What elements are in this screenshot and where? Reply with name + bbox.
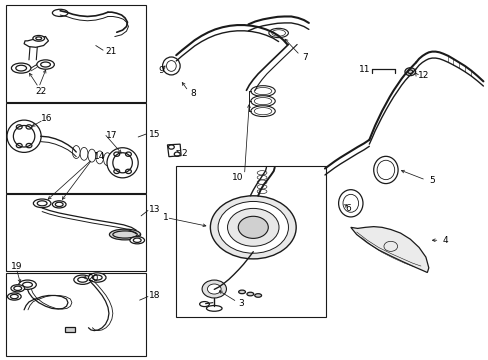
Polygon shape	[24, 37, 48, 47]
Circle shape	[202, 280, 226, 298]
Ellipse shape	[72, 145, 80, 158]
Text: 15: 15	[149, 130, 161, 139]
Ellipse shape	[11, 63, 31, 73]
Ellipse shape	[103, 153, 111, 166]
Text: 19: 19	[11, 262, 23, 271]
Ellipse shape	[162, 57, 180, 75]
Bar	[176, 166, 326, 317]
Ellipse shape	[109, 229, 141, 240]
Ellipse shape	[33, 199, 51, 208]
Ellipse shape	[96, 151, 103, 164]
Text: 13: 13	[149, 205, 161, 214]
Ellipse shape	[52, 201, 66, 208]
Circle shape	[407, 70, 412, 73]
Ellipse shape	[373, 156, 397, 184]
Ellipse shape	[257, 189, 266, 194]
Ellipse shape	[133, 238, 141, 242]
Ellipse shape	[7, 293, 21, 300]
Circle shape	[218, 202, 288, 253]
Ellipse shape	[257, 171, 266, 175]
Ellipse shape	[88, 273, 106, 282]
Ellipse shape	[74, 275, 91, 284]
Ellipse shape	[342, 194, 358, 212]
Ellipse shape	[37, 201, 47, 206]
Ellipse shape	[52, 9, 68, 17]
Ellipse shape	[111, 154, 119, 167]
Ellipse shape	[92, 275, 102, 280]
Ellipse shape	[36, 37, 41, 40]
Ellipse shape	[254, 294, 261, 297]
Ellipse shape	[206, 306, 222, 311]
Ellipse shape	[250, 106, 275, 117]
Ellipse shape	[16, 65, 26, 71]
Ellipse shape	[268, 28, 288, 38]
Ellipse shape	[78, 277, 87, 282]
Text: 18: 18	[149, 291, 161, 300]
Ellipse shape	[250, 86, 275, 96]
Ellipse shape	[257, 175, 266, 180]
Text: 11: 11	[358, 65, 369, 74]
Ellipse shape	[10, 294, 18, 299]
Ellipse shape	[41, 62, 50, 67]
Text: 17: 17	[105, 131, 117, 140]
Ellipse shape	[246, 292, 253, 296]
Circle shape	[404, 68, 415, 76]
Text: 16: 16	[41, 114, 52, 123]
Ellipse shape	[80, 147, 88, 160]
Ellipse shape	[88, 149, 96, 162]
Ellipse shape	[271, 30, 285, 36]
Ellipse shape	[37, 60, 54, 69]
Text: 5: 5	[428, 176, 434, 185]
Text: 22: 22	[36, 86, 47, 95]
Text: 3: 3	[238, 299, 244, 308]
Bar	[5, 5, 146, 102]
Ellipse shape	[19, 280, 36, 289]
Text: 6: 6	[344, 204, 350, 213]
Polygon shape	[167, 144, 181, 157]
Text: 9: 9	[158, 66, 163, 75]
Bar	[5, 273, 146, 356]
Ellipse shape	[113, 231, 137, 238]
Ellipse shape	[7, 120, 41, 152]
Text: 7: 7	[302, 53, 307, 62]
Text: 10: 10	[231, 173, 243, 182]
Bar	[5, 103, 146, 193]
Ellipse shape	[257, 185, 266, 189]
Polygon shape	[350, 226, 428, 273]
Bar	[65, 327, 75, 332]
Text: 2: 2	[181, 149, 186, 158]
Ellipse shape	[338, 190, 362, 217]
Ellipse shape	[11, 285, 24, 292]
Ellipse shape	[13, 126, 35, 147]
Ellipse shape	[130, 237, 144, 244]
Ellipse shape	[199, 302, 209, 307]
Ellipse shape	[113, 153, 132, 173]
Ellipse shape	[254, 87, 271, 95]
Ellipse shape	[22, 282, 32, 287]
Ellipse shape	[55, 202, 63, 207]
Ellipse shape	[107, 148, 138, 178]
Text: 1: 1	[162, 213, 168, 222]
Bar	[5, 194, 146, 271]
Circle shape	[207, 284, 221, 294]
Text: 12: 12	[417, 71, 428, 80]
Text: 20: 20	[87, 274, 99, 283]
Circle shape	[227, 208, 279, 246]
Text: 4: 4	[442, 236, 447, 245]
Ellipse shape	[254, 98, 271, 105]
Circle shape	[238, 216, 268, 238]
Circle shape	[383, 241, 397, 251]
Ellipse shape	[250, 96, 275, 107]
Ellipse shape	[14, 286, 21, 291]
Ellipse shape	[238, 290, 245, 294]
Ellipse shape	[257, 180, 266, 184]
Ellipse shape	[33, 36, 44, 41]
Ellipse shape	[166, 60, 176, 71]
Ellipse shape	[376, 160, 394, 180]
Text: 8: 8	[189, 89, 195, 98]
Circle shape	[210, 196, 296, 259]
Text: 14: 14	[94, 152, 105, 161]
Text: 21: 21	[105, 47, 117, 56]
Ellipse shape	[254, 108, 271, 115]
